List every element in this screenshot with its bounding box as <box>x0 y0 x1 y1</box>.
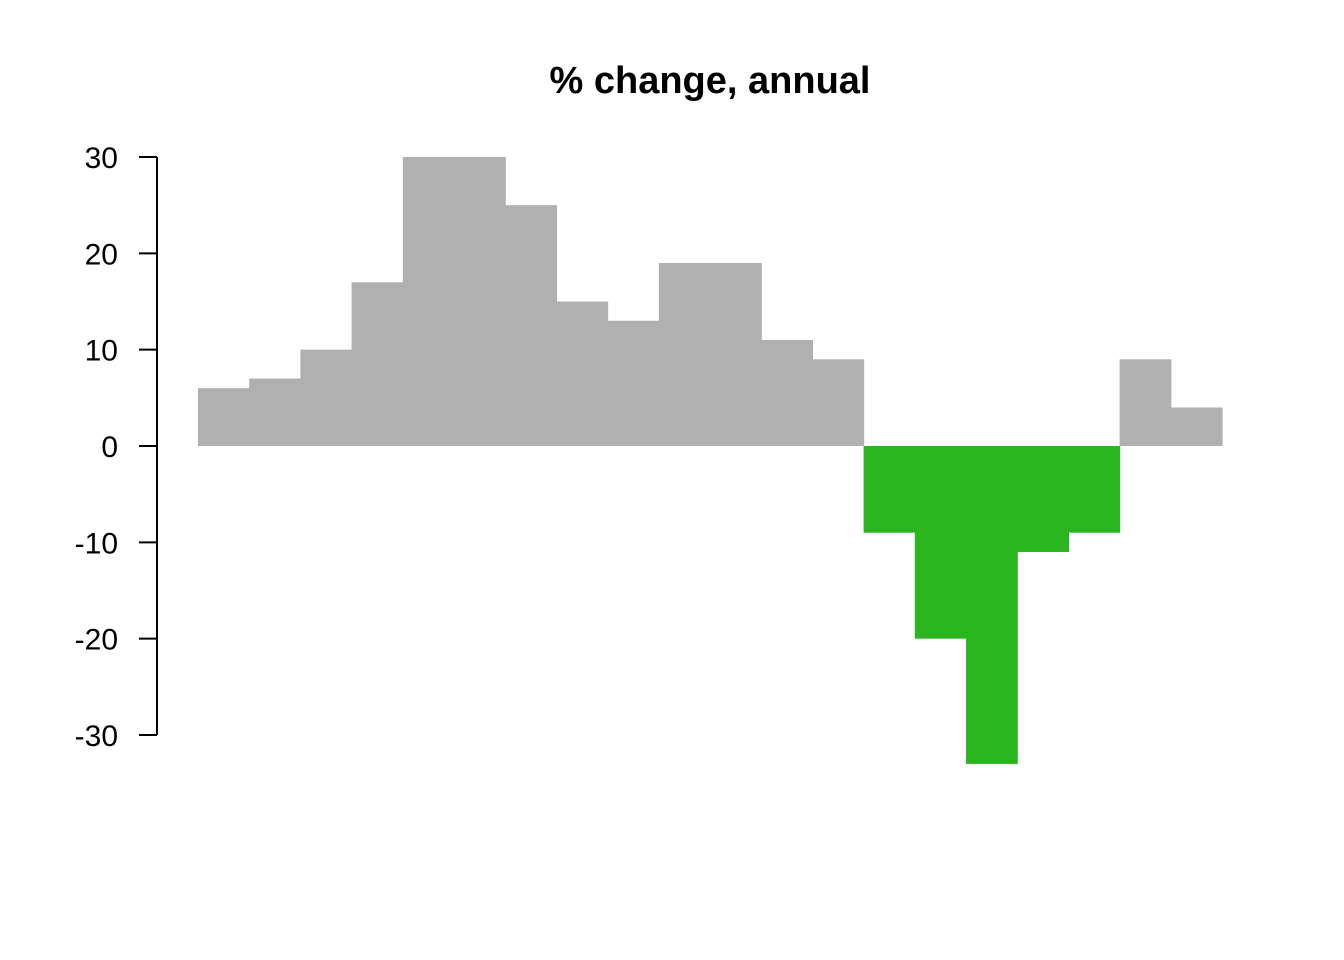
bar-1 <box>198 388 250 446</box>
y-tick-label: -30 <box>75 720 118 753</box>
chart-title: % change, annual <box>550 60 871 102</box>
bar-18 <box>1068 446 1121 533</box>
bar-12 <box>761 340 813 446</box>
bar-15 <box>914 446 967 639</box>
bar-19 <box>1119 359 1172 446</box>
y-axis: 30 20 10 0 -10 -20 -30 <box>75 142 158 753</box>
y-tick-label: 10 <box>85 335 118 368</box>
y-tick-label: 0 <box>101 431 118 464</box>
y-tick-label: -20 <box>75 624 118 657</box>
bar-9 <box>607 320 660 446</box>
bar-2 <box>249 378 301 446</box>
bar-4 <box>351 282 404 446</box>
bar-11 <box>710 262 762 446</box>
y-tick-label: 20 <box>85 238 118 271</box>
bar-6 <box>454 157 506 446</box>
bars <box>198 157 1223 764</box>
bar-17 <box>1017 446 1069 552</box>
bar-10 <box>658 262 711 446</box>
bar-13 <box>812 359 865 446</box>
bar-8 <box>556 301 609 446</box>
y-tick-label: 30 <box>85 142 118 175</box>
bar-3 <box>300 349 353 446</box>
bar-20 <box>1170 407 1223 446</box>
bar-16 <box>966 446 1018 764</box>
bar-14 <box>863 446 916 533</box>
bar-5 <box>402 157 455 446</box>
y-tick-label: -10 <box>75 527 118 560</box>
bar-7 <box>505 205 557 446</box>
